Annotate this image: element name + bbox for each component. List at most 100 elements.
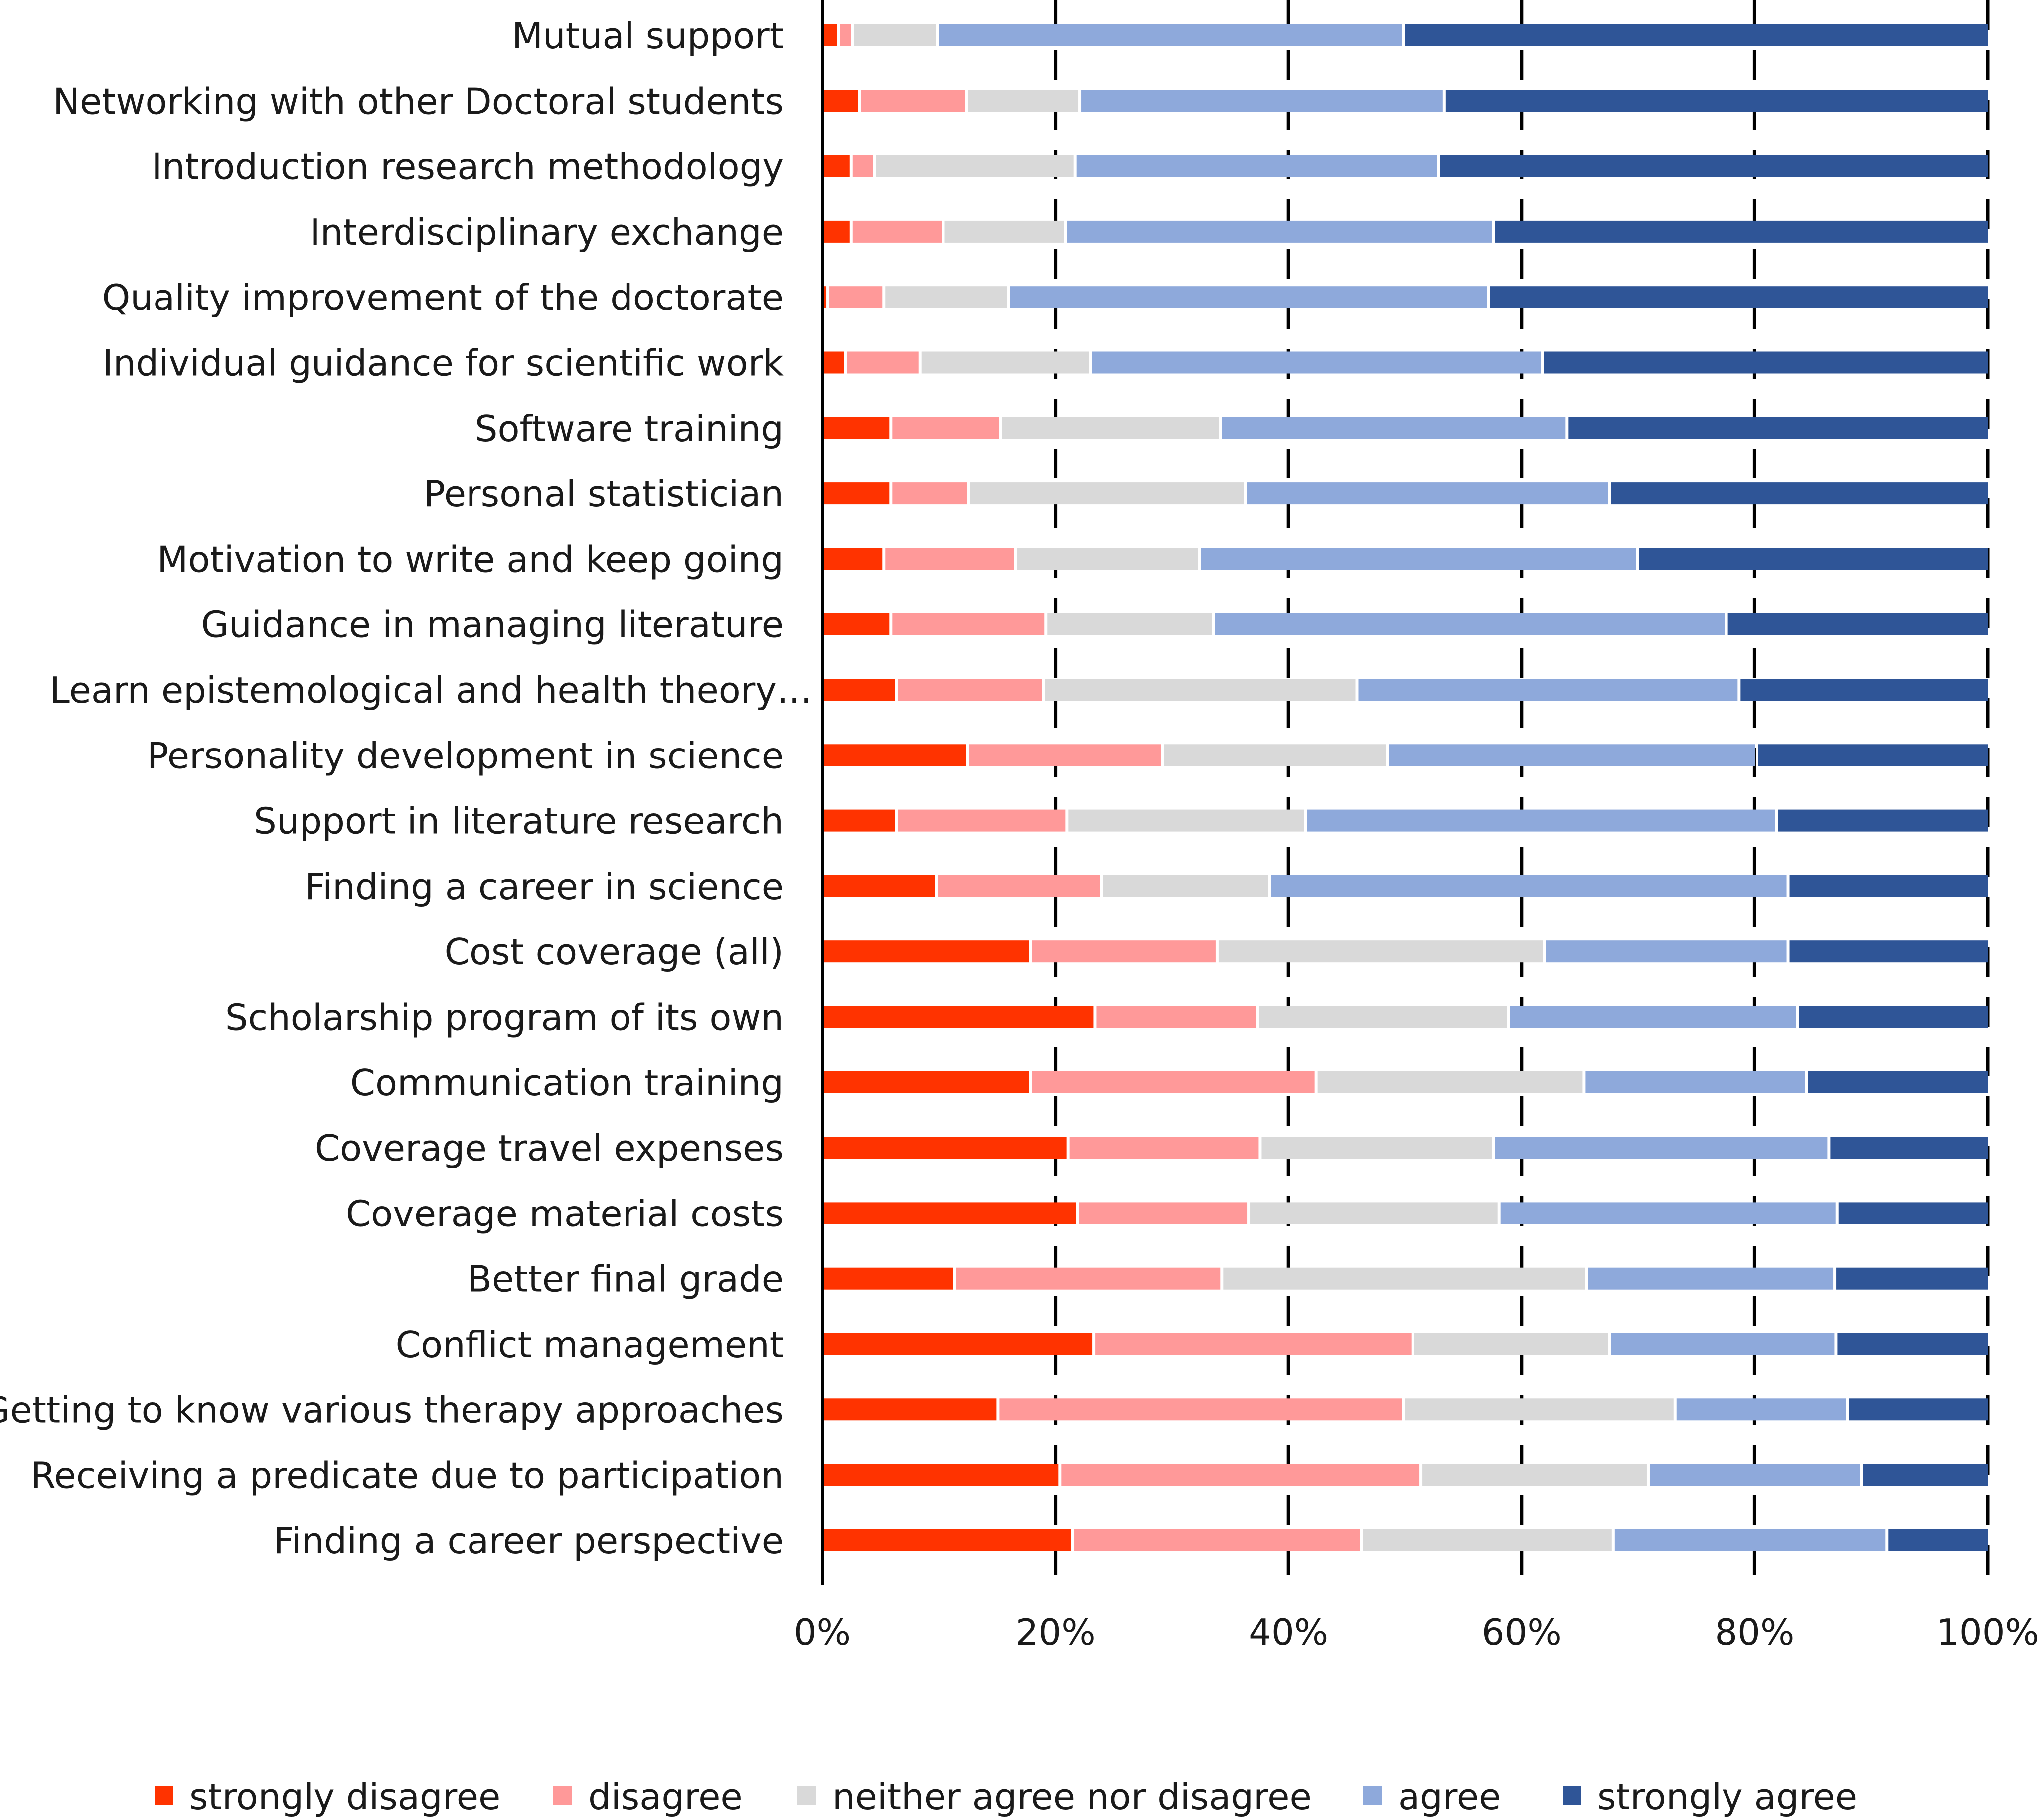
- bar-segment-strongly-disagree-row-3: [822, 155, 850, 177]
- bar-segment-agree-row-20: [1588, 1267, 1834, 1290]
- category-label-2: Networking with other Doctoral students: [53, 80, 784, 122]
- bar-segment-strongly-disagree-row-4: [822, 220, 850, 243]
- bar-segment-strongly-disagree-row-19: [822, 1202, 1076, 1224]
- bar-segment-agree-row-6: [1092, 351, 1541, 374]
- bar-segment-agree-row-21: [1611, 1333, 1835, 1355]
- bar-segment-strongly-disagree-row-22: [822, 1398, 997, 1421]
- bar-segment-disagree-row-7: [892, 417, 999, 439]
- bar-segment-agree-row-3: [1076, 155, 1437, 177]
- category-label-18: Coverage travel expenses: [315, 1127, 784, 1169]
- bar-segment-agree-row-1: [939, 24, 1402, 46]
- bar-segment-strongly-agree-row-18: [1830, 1137, 1988, 1159]
- category-label-8: Personal statistician: [424, 473, 784, 515]
- category-label-13: Support in literature research: [254, 800, 784, 842]
- bar-segment-strongly-agree-row-7: [1568, 417, 1988, 439]
- bar-segment-strongly-agree-row-6: [1544, 351, 1988, 374]
- bar-segment-neither-agree-nor-disagree-row-11: [1045, 679, 1356, 701]
- category-label-6: Individual guidance for scientific work: [103, 342, 784, 384]
- x-tick-label-0: 0%: [794, 1611, 851, 1653]
- bar-segment-strongly-disagree-row-18: [822, 1137, 1067, 1159]
- bar-segment-disagree-row-6: [847, 351, 919, 374]
- bar-segment-agree-row-2: [1081, 90, 1443, 112]
- bar-segment-neither-agree-nor-disagree-row-7: [1002, 417, 1219, 439]
- bar-segment-strongly-agree-row-9: [1639, 548, 1988, 570]
- x-tick-label-60: 60%: [1482, 1611, 1562, 1653]
- bar-segment-strongly-agree-row-17: [1808, 1071, 1988, 1093]
- bar-segment-disagree-row-8: [892, 482, 967, 505]
- bar-segment-strongly-disagree-row-11: [822, 679, 895, 701]
- category-label-22: Getting to know various therapy approach…: [0, 1389, 784, 1431]
- bar-segment-disagree-row-10: [892, 613, 1045, 635]
- bar-segment-agree-row-4: [1067, 220, 1492, 243]
- bar-segment-strongly-disagree-row-13: [822, 809, 895, 832]
- bar-segment-disagree-row-18: [1069, 1137, 1259, 1159]
- bar-segment-strongly-agree-row-1: [1405, 24, 1988, 46]
- bar-segment-strongly-disagree-row-23: [822, 1464, 1059, 1486]
- bar-segment-neither-agree-nor-disagree-row-17: [1317, 1071, 1583, 1093]
- category-label-12: Personality development in science: [147, 735, 784, 776]
- legend-swatch-strongly-agree: [1563, 1786, 1581, 1805]
- bar-segment-agree-row-11: [1358, 679, 1738, 701]
- bar-segment-neither-agree-nor-disagree-row-1: [854, 24, 936, 46]
- bar-segment-strongly-agree-row-4: [1495, 220, 1988, 243]
- bar-segment-strongly-disagree-row-24: [822, 1529, 1072, 1551]
- bar-segment-strongly-disagree-row-7: [822, 417, 890, 439]
- category-label-5: Quality improvement of the doctorate: [102, 277, 784, 318]
- bar-segment-strongly-agree-row-24: [1888, 1529, 1988, 1551]
- x-tick-label-100: 100%: [1936, 1611, 2039, 1653]
- bar-segment-strongly-disagree-row-6: [822, 351, 844, 374]
- bar-segment-strongly-disagree-row-12: [822, 744, 966, 766]
- bar-segment-agree-row-19: [1500, 1202, 1836, 1224]
- category-labels: Mutual support Networking with other Doct…: [0, 15, 812, 1562]
- bar-segment-strongly-disagree-row-20: [822, 1267, 953, 1290]
- bar-segment-strongly-disagree-row-2: [822, 90, 858, 112]
- category-label-11: Learn epistemological and health theory…: [50, 669, 812, 711]
- bar-segment-neither-agree-nor-disagree-row-12: [1164, 744, 1386, 766]
- bar-segment-strongly-agree-row-3: [1440, 155, 1988, 177]
- bar-segment-strongly-agree-row-14: [1789, 875, 1988, 897]
- bar-segment-strongly-agree-row-22: [1849, 1398, 1988, 1421]
- bar-segment-agree-row-22: [1676, 1398, 1846, 1421]
- legend-label-strongly-agree: strongly agree: [1597, 1776, 1857, 1818]
- bar-segment-agree-row-12: [1389, 744, 1755, 766]
- bar-segment-neither-agree-nor-disagree-row-16: [1259, 1006, 1507, 1028]
- bar-segment-strongly-disagree-row-10: [822, 613, 890, 635]
- bar-segment-neither-agree-nor-disagree-row-15: [1218, 940, 1543, 963]
- bar-segment-disagree-row-19: [1079, 1202, 1248, 1224]
- gridlines: [1054, 0, 1990, 1585]
- category-label-9: Motivation to write and keep going: [157, 538, 784, 580]
- bar-segment-strongly-agree-row-23: [1863, 1464, 1988, 1486]
- bar-segment-disagree-row-11: [898, 679, 1042, 701]
- category-label-4: Interdisciplinary exchange: [310, 211, 784, 253]
- bar-segment-strongly-agree-row-15: [1789, 940, 1988, 963]
- bar-segment-strongly-agree-row-2: [1445, 90, 1988, 112]
- x-tick-label-20: 20%: [1016, 1611, 1096, 1653]
- bar-segment-strongly-disagree-row-1: [822, 24, 837, 46]
- bar-segment-disagree-row-4: [852, 220, 942, 243]
- bar-segment-agree-row-9: [1201, 548, 1636, 570]
- bar-segment-disagree-row-5: [829, 286, 883, 308]
- bar-segment-neither-agree-nor-disagree-row-3: [876, 155, 1074, 177]
- bar-segment-strongly-disagree-row-8: [822, 482, 890, 505]
- legend-label-disagree: disagree: [588, 1776, 743, 1818]
- bar-segment-neither-agree-nor-disagree-row-14: [1103, 875, 1268, 897]
- bar-segment-strongly-disagree-row-5: [822, 286, 827, 308]
- bar-segment-agree-row-14: [1271, 875, 1787, 897]
- category-label-20: Better final grade: [468, 1258, 784, 1300]
- legend-swatch-disagree: [553, 1786, 572, 1805]
- bar-segment-strongly-disagree-row-9: [822, 548, 883, 570]
- bar-segment-agree-row-24: [1614, 1529, 1886, 1551]
- bar-segment-disagree-row-16: [1096, 1006, 1256, 1028]
- bar-segment-strongly-agree-row-16: [1799, 1006, 1988, 1028]
- bar-segment-disagree-row-12: [969, 744, 1161, 766]
- bar-segment-strongly-agree-row-20: [1836, 1267, 1988, 1290]
- category-label-21: Conflict management: [396, 1324, 784, 1365]
- bar-segment-strongly-disagree-row-16: [822, 1006, 1094, 1028]
- x-tick-label-80: 80%: [1715, 1611, 1794, 1653]
- legend-label-agree: agree: [1398, 1776, 1501, 1818]
- bar-segment-disagree-row-13: [898, 809, 1066, 832]
- bar-segment-neither-agree-nor-disagree-row-10: [1047, 613, 1212, 635]
- bar-segment-neither-agree-nor-disagree-row-19: [1250, 1202, 1498, 1224]
- bar-segment-disagree-row-20: [956, 1267, 1221, 1290]
- bar-segment-agree-row-13: [1307, 809, 1775, 832]
